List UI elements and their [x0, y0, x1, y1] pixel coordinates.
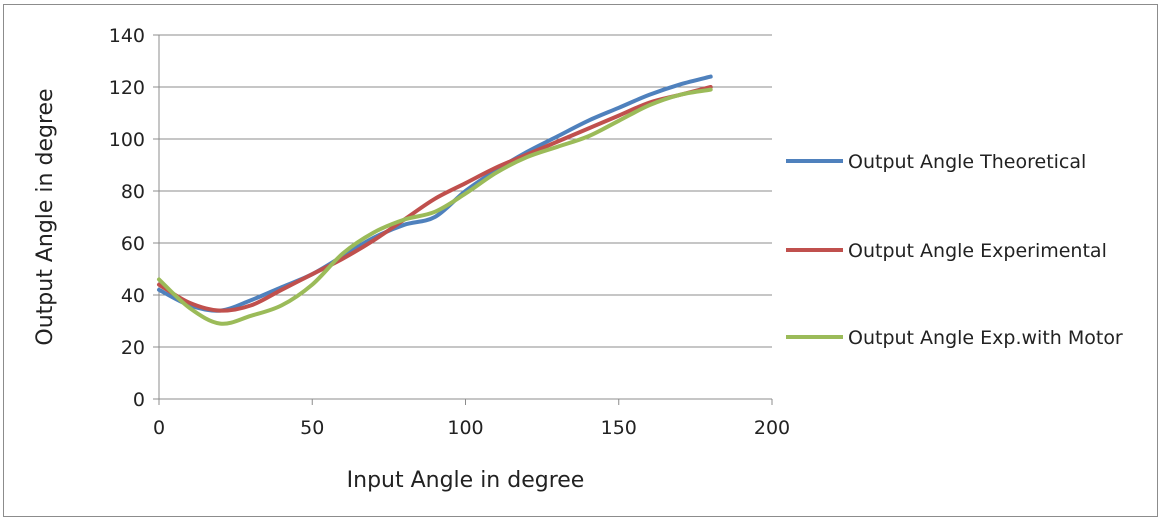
series-lines: [157, 74, 713, 326]
legend-label-2: Output Angle Experimental: [848, 240, 1107, 262]
legend-label-1: Output Angle Theoretical: [848, 151, 1086, 173]
line-chart: 0 20 40 60 80 100 120 140 0 50 100 150 200 Input Ang…: [33, 25, 1123, 493]
x-tick-label: 0: [153, 417, 165, 439]
x-tick-label: 150: [601, 417, 637, 439]
y-tick-label: 40: [121, 285, 145, 307]
x-tick-label: 100: [447, 417, 483, 439]
series-line-3: [157, 87, 713, 326]
tick-labels: 0 20 40 60 80 100 120 140 0 50 100 150 200: [109, 25, 790, 439]
legend: Output Angle Theoretical Output Angle Exp…: [786, 151, 1123, 349]
x-tick-label: 200: [754, 417, 790, 439]
series-line-2: [157, 85, 713, 313]
y-tick-label: 60: [121, 233, 145, 255]
axes: [153, 34, 773, 405]
y-tick-label: 140: [109, 25, 145, 47]
x-axis-title: Input Angle in degree: [347, 468, 585, 493]
chart-frame: 0 20 40 60 80 100 120 140 0 50 100 150 200 Input Ang…: [3, 4, 1158, 517]
y-tick-label: 100: [109, 129, 145, 151]
y-tick-label: 120: [109, 77, 145, 99]
series-line-1: [157, 74, 713, 313]
y-tick-label: 20: [121, 337, 145, 359]
x-tick-label: 50: [300, 417, 324, 439]
legend-label-3: Output Angle Exp.with Motor: [848, 327, 1123, 349]
y-axis-title: Output Angle in degree: [33, 88, 58, 345]
y-tick-label: 80: [121, 181, 145, 203]
y-tick-label: 0: [133, 389, 145, 411]
